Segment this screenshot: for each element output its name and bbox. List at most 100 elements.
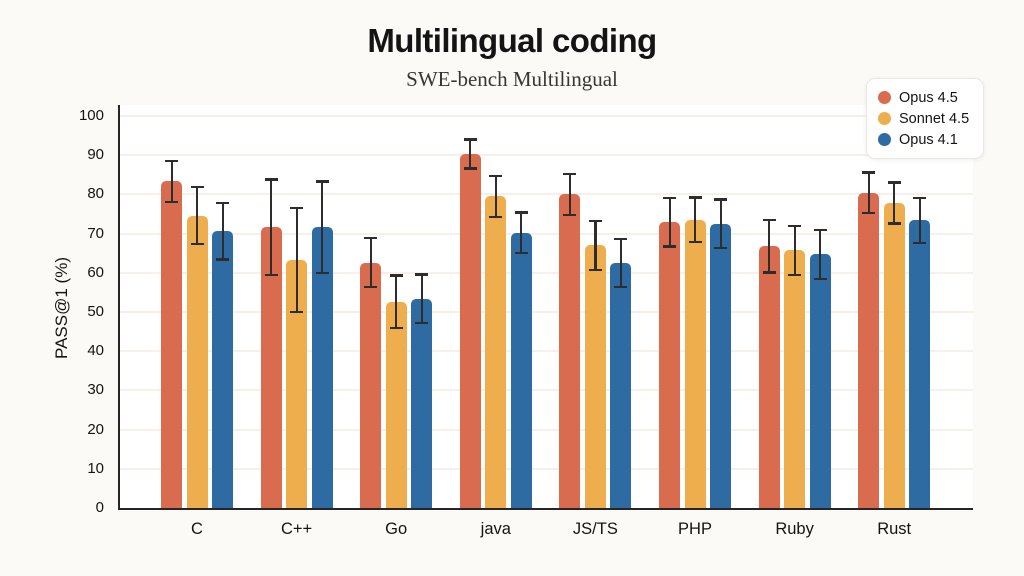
legend-item-sonnet-4-5: Sonnet 4.5 <box>878 108 969 129</box>
error-bar-cap-bottom <box>489 215 503 218</box>
y-tick-label: 70 <box>87 224 104 242</box>
error-bar-cap-top <box>762 218 776 222</box>
error-bar-opus-4-1-ruby <box>813 228 827 280</box>
error-bar-line <box>619 237 623 289</box>
gridline <box>120 271 973 274</box>
error-bar-cap-bottom <box>862 212 876 215</box>
y-tick-label: 0 <box>95 499 104 516</box>
error-bar-opus-4-5-c <box>264 178 278 277</box>
error-bar-opus-4-5-js-ts <box>563 172 577 216</box>
y-tick-label: 90 <box>87 146 104 164</box>
error-bar-opus-4-5-ruby <box>762 218 776 274</box>
error-bar-sonnet-4-5-js-ts <box>588 219 602 271</box>
legend-dot-sonnet-4-5 <box>878 112 891 125</box>
plot-area <box>118 105 973 510</box>
error-bar-cap-bottom <box>563 213 577 216</box>
error-bar-cap-top <box>165 159 178 163</box>
error-bar-cap-bottom <box>165 200 178 204</box>
error-bar-opus-4-1-rust <box>913 196 927 244</box>
y-axis-tick-labels: 0 10 20 30 40 50 60 70 80 90 100 <box>0 105 104 516</box>
error-bar-line <box>420 273 423 325</box>
bar-opus-4-5-go <box>360 262 382 508</box>
legend-label: Opus 4.1 <box>899 131 958 148</box>
bar-opus-4-1-c <box>212 231 233 508</box>
error-bar-line <box>221 201 224 261</box>
error-bar-cap-top <box>190 186 204 189</box>
y-tick-label: 40 <box>87 342 104 360</box>
x-tick-label-c: C++ <box>281 520 313 538</box>
error-bar-cap-bottom <box>762 271 776 274</box>
error-bar-line <box>694 196 697 244</box>
error-bar-opus-4-1-c <box>216 201 229 261</box>
error-bar-cap-bottom <box>887 222 901 225</box>
error-bar-cap-bottom <box>315 272 329 275</box>
error-bar-cap-bottom <box>264 274 278 277</box>
bar-opus-4-1-rust <box>909 220 931 508</box>
gridline <box>120 193 973 196</box>
error-bar-cap-top <box>663 196 676 200</box>
legend-label: Sonnet 4.5 <box>899 110 970 127</box>
y-tick-label: 30 <box>87 381 104 399</box>
error-bar-cap-top <box>614 237 628 240</box>
y-tick-label: 80 <box>87 185 104 203</box>
error-bar-opus-4-5-java <box>463 138 477 170</box>
error-bar-opus-4-5-php <box>663 196 676 248</box>
bar-opus-4-5-js-ts <box>559 194 581 508</box>
error-bar-cap-top <box>415 273 429 276</box>
error-bar-cap-top <box>813 228 827 232</box>
error-bar-opus-4-1-java <box>514 211 528 255</box>
error-bar-sonnet-4-5-c <box>190 186 204 245</box>
error-bar-cap-bottom <box>389 326 403 330</box>
gridline <box>120 428 973 431</box>
error-bar-cap-bottom <box>588 268 602 271</box>
error-bar-line <box>793 224 796 276</box>
error-bar-sonnet-4-5-go <box>389 274 403 330</box>
error-bar-cap-bottom <box>614 286 628 289</box>
error-bar-cap-top <box>264 178 278 181</box>
error-bar-sonnet-4-5-rust <box>887 181 901 225</box>
bar-opus-4-5-ruby <box>758 246 780 508</box>
error-bar-cap-bottom <box>714 246 727 250</box>
bar-opus-4-5-java <box>459 154 481 508</box>
error-bar-line <box>893 181 896 225</box>
chart-subtitle: SWE-bench Multilingual <box>406 67 618 91</box>
error-bar-cap-bottom <box>514 252 528 255</box>
error-bar-cap-bottom <box>788 273 802 276</box>
error-bar-cap-top <box>315 180 329 183</box>
bar-opus-4-5-php <box>659 222 680 508</box>
gridline <box>120 115 973 117</box>
error-bar-opus-4-1-c <box>315 180 329 275</box>
x-tick-label-js-ts: JS/TS <box>572 520 618 538</box>
y-tick-label: 100 <box>78 107 104 124</box>
error-bar-line <box>321 180 324 275</box>
error-bar-sonnet-4-5-java <box>489 174 503 218</box>
bar-opus-4-1-php <box>710 223 731 508</box>
error-bar-cap-bottom <box>913 241 927 244</box>
bar-sonnet-4-5-rust <box>883 203 905 508</box>
bar-opus-4-1-c <box>311 227 333 508</box>
error-bar-line <box>494 174 497 218</box>
gridline <box>120 232 973 235</box>
error-bar-line <box>295 206 298 313</box>
bar-opus-4-1-go <box>411 298 433 508</box>
gridline <box>120 311 973 313</box>
error-bar-cap-bottom <box>290 310 304 313</box>
legend: Opus 4.5 Sonnet 4.5 Opus 4.1 <box>866 78 985 159</box>
error-bar-cap-bottom <box>813 277 827 280</box>
bar-opus-4-5-c <box>260 227 282 508</box>
y-tick-label: 20 <box>87 420 104 438</box>
x-tick-label-ruby: Ruby <box>775 520 814 538</box>
error-bar-cap-top <box>913 196 927 200</box>
error-bar-line <box>568 172 572 216</box>
x-tick-label-go: Go <box>385 520 408 538</box>
y-tick-label: 60 <box>87 263 104 281</box>
error-bar-cap-top <box>563 172 577 176</box>
error-bar-line <box>867 171 870 215</box>
legend-item-opus-4-5: Opus 4.5 <box>878 87 969 108</box>
error-bar-cap-top <box>389 274 403 277</box>
y-tick-label: 10 <box>87 459 104 477</box>
error-bar-cap-top <box>588 219 602 223</box>
bar-opus-4-1-js-ts <box>610 263 632 508</box>
bar-opus-4-1-java <box>510 232 532 508</box>
error-bar-cap-top <box>788 224 802 228</box>
